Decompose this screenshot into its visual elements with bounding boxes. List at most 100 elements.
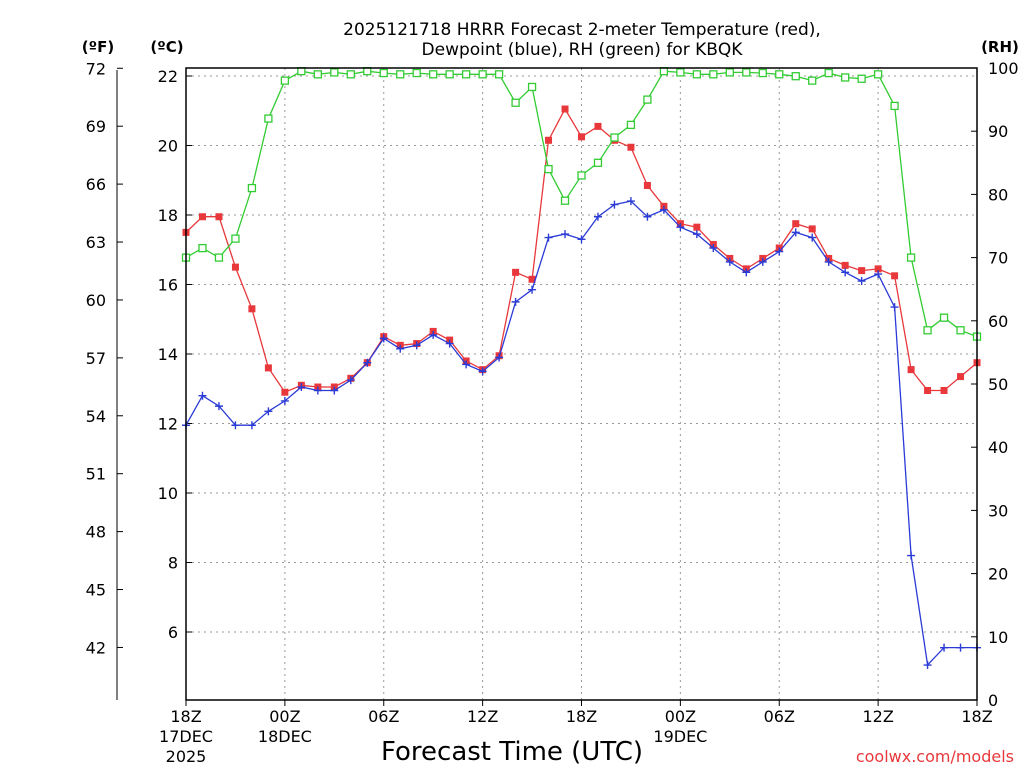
temperature-point [693, 223, 701, 231]
plot-frame [185, 67, 978, 701]
dewpoint-point [890, 303, 899, 312]
rh-tick-label: 100 [988, 59, 1019, 78]
temperature-point [808, 225, 816, 233]
rh-point [923, 326, 932, 335]
rh-point [709, 70, 718, 79]
dewpoint-point [742, 268, 751, 277]
f-tick-label: 54 [86, 407, 106, 426]
temperature-point [874, 265, 882, 273]
dewpoint-point [363, 358, 372, 367]
x-tick-label: 00Z [269, 707, 300, 726]
dewpoint-point [495, 353, 504, 362]
x-tick-label: 18Z [961, 707, 992, 726]
rh-tick-label: 0 [988, 691, 998, 710]
dewpoint-point [857, 277, 866, 286]
rh-point [198, 243, 207, 253]
dewpoint-point [874, 270, 883, 279]
dewpoint-point [907, 551, 916, 560]
dewpoint-point [511, 297, 520, 306]
temperature-point [198, 213, 206, 221]
dewpoint-point [610, 200, 619, 209]
temperature-point [907, 366, 915, 374]
rh-point [494, 70, 504, 79]
temperature-point [264, 364, 272, 372]
dewpoint-point [264, 407, 273, 416]
rh-point [841, 73, 850, 82]
rh-tick-label: 40 [988, 438, 1008, 457]
rh-point [577, 171, 586, 180]
rh-point [890, 101, 899, 111]
dewpoint-point [725, 257, 734, 266]
c-tick-label: 22 [158, 67, 178, 86]
dewpoint-point [528, 285, 537, 294]
dewpoint-point [659, 205, 668, 214]
dewpoint-point [346, 376, 355, 385]
rh-point [379, 68, 388, 78]
rh-point [313, 70, 322, 79]
f-tick-label: 48 [86, 523, 106, 542]
rh-tick-label: 20 [988, 565, 1008, 584]
rh-tick-label: 90 [988, 122, 1008, 141]
c-tick-label: 18 [158, 206, 178, 225]
rh-tick-label: 30 [988, 501, 1008, 520]
x-axis-label: Forecast Time (UTC) [381, 737, 643, 767]
x-tick-label: 00Z [665, 707, 696, 726]
x-tick-label: 18Z [566, 707, 597, 726]
dewpoint-point [445, 339, 454, 348]
rh-point [478, 70, 487, 79]
rh-point [593, 158, 603, 167]
rh-point [610, 133, 619, 142]
f-tick-label: 57 [86, 349, 106, 368]
rh-point [676, 68, 685, 77]
temperature-point [643, 181, 651, 189]
f-tick-label: 63 [86, 233, 106, 252]
x-tick-label: 18Z [170, 707, 201, 726]
rh-point [346, 70, 355, 79]
temperature-point [215, 213, 223, 221]
temperature-point [594, 122, 602, 130]
series-dewpoint [182, 197, 981, 670]
dewpoint-point [478, 367, 487, 376]
rh-tick-label: 80 [988, 185, 1008, 204]
temperature-point [561, 105, 569, 113]
dewpoint-point [626, 197, 635, 206]
c-tick-label: 14 [158, 345, 178, 364]
temperature-point [578, 133, 585, 141]
rh-point [247, 183, 257, 193]
dewpoint-point [692, 230, 701, 239]
dewpoint-point [412, 341, 421, 350]
c-tick-label: 12 [158, 415, 178, 434]
dewpoint-point [923, 661, 932, 670]
rh-point [527, 82, 537, 92]
rh-point [873, 70, 883, 79]
dewpoint-point [808, 233, 817, 242]
dewpoint-point [247, 421, 256, 430]
rh-point [445, 70, 454, 79]
rh-point [412, 68, 421, 78]
dewpoint-point [462, 360, 471, 369]
chart-title-line1: 2025121718 HRRR Forecast 2-meter Tempera… [343, 20, 821, 40]
f-tick-label: 60 [86, 291, 106, 310]
x-tick-date: 19DEC [653, 727, 707, 746]
x-tick-date: 17DEC [159, 727, 213, 746]
rh-point [643, 95, 652, 104]
rh-point [808, 76, 817, 85]
dewpoint-point [758, 257, 767, 266]
dewpoint-point [231, 421, 240, 430]
x-tick-label: 12Z [862, 707, 893, 726]
rh-point [264, 114, 273, 123]
series-rh [181, 67, 982, 341]
c-tick-label: 8 [168, 554, 178, 573]
temperature-point [512, 268, 520, 276]
rh-point [956, 326, 965, 335]
dewpoint-point [214, 402, 223, 411]
rh-point [396, 70, 405, 79]
series-line-temperature [185, 107, 978, 394]
temperature-point [528, 275, 536, 283]
temperature-point [627, 143, 635, 151]
rh-point [692, 70, 702, 79]
dewpoint-point [824, 257, 833, 266]
series-temperature [182, 105, 981, 396]
rh-tick-label: 10 [988, 628, 1008, 647]
temperature-point [841, 261, 849, 269]
